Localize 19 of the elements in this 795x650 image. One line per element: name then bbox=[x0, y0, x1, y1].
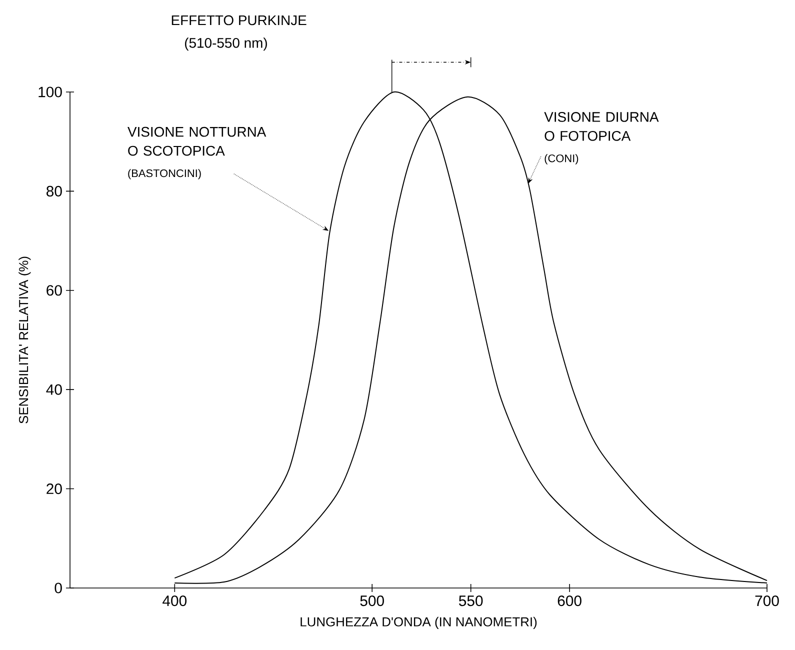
x-tick-label: 400 bbox=[162, 596, 187, 606]
x-tick-label: 550 bbox=[458, 596, 483, 606]
text: EFFETTO PURKINJE bbox=[172, 15, 306, 26]
annotation: VISIONE NOTTURNA O SCOTOPICA bbox=[128, 126, 266, 156]
y-axis-title: SENSIBILITA' RELATIVA (%) bbox=[18, 256, 31, 424]
y-tick-label: 60 bbox=[46, 285, 62, 296]
text: (510-550 nm) bbox=[184, 38, 267, 51]
y-tick-label: 0 bbox=[54, 582, 62, 594]
annotation: (CONI) bbox=[544, 154, 578, 164]
annotation: (BASTONCINI) bbox=[128, 169, 201, 180]
y-tick-label: 20 bbox=[46, 483, 62, 494]
y-tick-label: 100 bbox=[38, 86, 62, 98]
x-axis-title: LUNGHEZZA D'ONDA (IN NANOMETRI) bbox=[300, 616, 537, 629]
x-tick-label: 700 bbox=[755, 596, 779, 606]
x-tick-label: 600 bbox=[558, 596, 582, 606]
y-tick-label: 80 bbox=[46, 186, 62, 196]
annotation: VISIONE DIURNA O FOTOPICA bbox=[544, 112, 659, 141]
x-tick-label: 500 bbox=[360, 596, 384, 606]
y-tick-label: 40 bbox=[46, 384, 62, 395]
